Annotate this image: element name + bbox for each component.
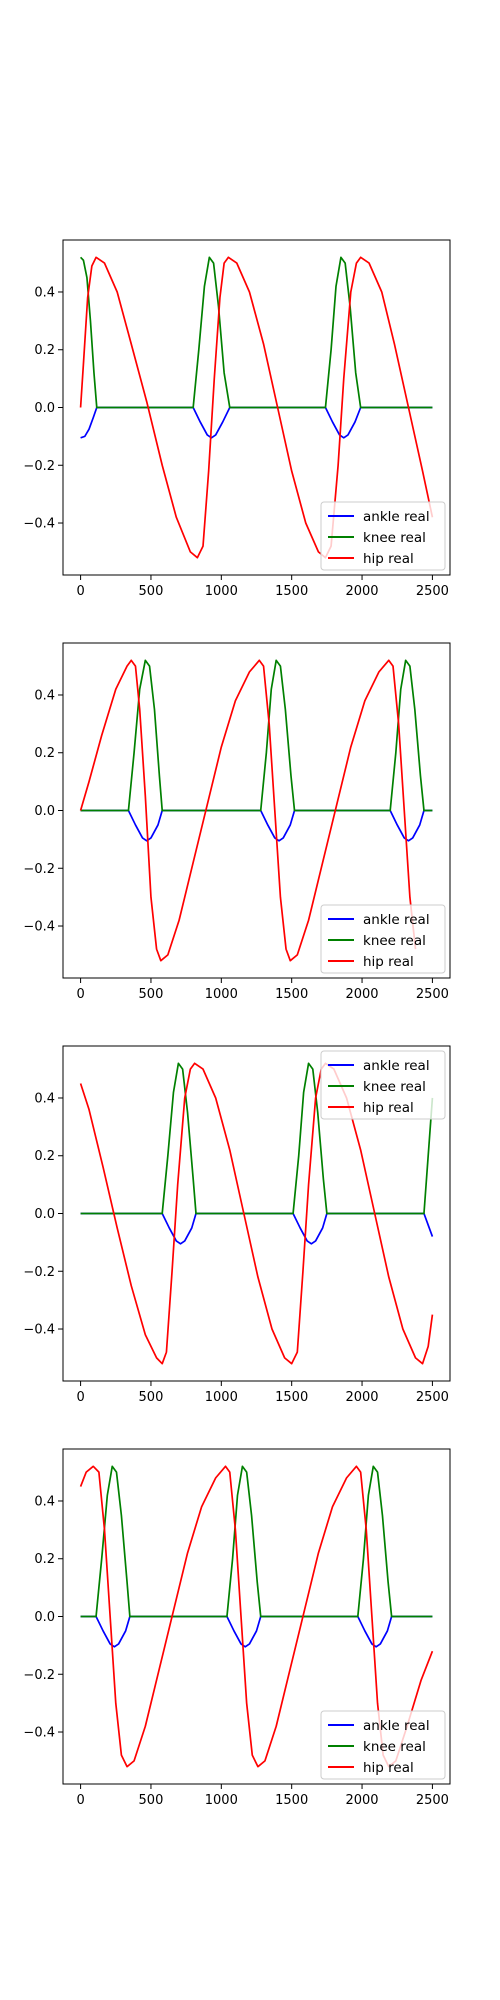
legend: ankle real knee real hip real (320, 904, 446, 974)
x-tick-label: 1000 (205, 987, 238, 1002)
x-tick-label: 1000 (205, 584, 238, 599)
x-tick-label: 0 (76, 584, 84, 599)
legend-box (320, 501, 446, 571)
series-line-ankle-real (80, 406, 433, 439)
series-line-ankle-real (80, 1615, 433, 1648)
x-tick-label: 0 (76, 1390, 84, 1405)
x-tick-label: 0 (76, 987, 84, 1002)
x-tick-label: 2000 (345, 584, 378, 599)
chart-panel-3: 0 500 1000 1500 2000 2500 0.4 0.2 0.0 −0.2 −0.4 ank… (23, 1045, 451, 1405)
y-tick-label: −0.4 (23, 1323, 55, 1338)
y-tick-label: −0.4 (23, 920, 55, 935)
series-line-knee-real (80, 659, 433, 812)
x-tick-label: 500 (139, 987, 164, 1002)
legend-label: hip real (363, 1760, 414, 1776)
legend-label: ankle real (363, 912, 430, 928)
x-tick-label: 1500 (275, 1390, 308, 1405)
legend: ankle real knee real hip real (320, 1050, 446, 1120)
x-tick-label: 500 (139, 1793, 164, 1808)
legend-label: hip real (363, 1100, 414, 1116)
y-tick-label: 0.0 (34, 804, 55, 819)
x-tick-label: 2500 (416, 584, 449, 599)
chart-panel-2: 0 500 1000 1500 2000 2500 0.4 0.2 0.0 −0.2 −0.4 ank… (23, 642, 451, 1002)
x-tick-label: 2500 (416, 1793, 449, 1808)
chart-panel-4: 0 500 1000 1500 2000 2500 0.4 0.2 0.0 −0.2 −0.4 ank… (23, 1448, 451, 1808)
legend-box (320, 904, 446, 974)
legend-label: knee real (363, 1079, 426, 1095)
legend: ankle real knee real hip real (320, 1710, 446, 1780)
x-tick-label: 2500 (416, 1390, 449, 1405)
y-tick-label: −0.4 (23, 1726, 55, 1741)
legend-label: knee real (363, 933, 426, 949)
legend-label: ankle real (363, 1718, 430, 1734)
x-tick-label: 500 (139, 584, 164, 599)
x-tick-label: 1500 (275, 987, 308, 1002)
y-tick-label: −0.2 (23, 862, 55, 877)
series-line-knee-real (80, 1062, 434, 1215)
y-tick-label: 0.2 (34, 746, 55, 761)
y-tick-label: 0.4 (34, 688, 55, 703)
y-tick-label: 0.4 (34, 285, 55, 300)
legend-box (320, 1050, 446, 1120)
y-tick-label: −0.2 (23, 459, 55, 474)
x-tick-label: 2000 (345, 987, 378, 1002)
series-line-knee-real (80, 1465, 433, 1618)
x-tick-label: 1000 (205, 1793, 238, 1808)
y-tick-label: −0.2 (23, 1265, 55, 1280)
series-line-knee-real (79, 256, 433, 409)
y-tick-label: 0.0 (34, 401, 55, 416)
series-line-hip-real (79, 1465, 434, 1768)
y-tick-label: 0.2 (34, 1149, 55, 1164)
y-tick-label: 0.4 (34, 1494, 55, 1509)
y-tick-label: 0.2 (34, 343, 55, 358)
x-tick-label: 2000 (345, 1390, 378, 1405)
x-tick-label: 2500 (416, 987, 449, 1002)
x-tick-label: 1000 (205, 1390, 238, 1405)
series-line-hip-real (79, 1062, 434, 1365)
x-tick-label: 1500 (275, 584, 308, 599)
x-tick-label: 500 (139, 1390, 164, 1405)
legend: ankle real knee real hip real (320, 501, 446, 571)
legend-label: hip real (363, 954, 414, 970)
series-line-hip-real (79, 659, 417, 962)
y-tick-label: −0.2 (23, 1668, 55, 1683)
x-tick-label: 0 (76, 1793, 84, 1808)
chart-panel-1: 0 500 1000 1500 2000 2500 0.4 0.2 0.0 −0.2 −0.4 ank… (23, 239, 451, 599)
legend-label: knee real (363, 1739, 426, 1755)
y-tick-label: 0.0 (34, 1610, 55, 1625)
legend-label: ankle real (363, 1058, 430, 1074)
legend-label: hip real (363, 551, 414, 567)
legend-label: ankle real (363, 509, 430, 525)
y-tick-label: −0.4 (23, 517, 55, 532)
legend-label: knee real (363, 530, 426, 546)
y-tick-label: 0.0 (34, 1207, 55, 1222)
y-tick-label: 0.2 (34, 1552, 55, 1567)
legend-box (320, 1710, 446, 1780)
series-line-hip-real (79, 256, 434, 559)
y-tick-label: 0.4 (34, 1091, 55, 1106)
series-line-ankle-real (80, 809, 433, 842)
x-tick-label: 1500 (275, 1793, 308, 1808)
x-tick-label: 2000 (345, 1793, 378, 1808)
